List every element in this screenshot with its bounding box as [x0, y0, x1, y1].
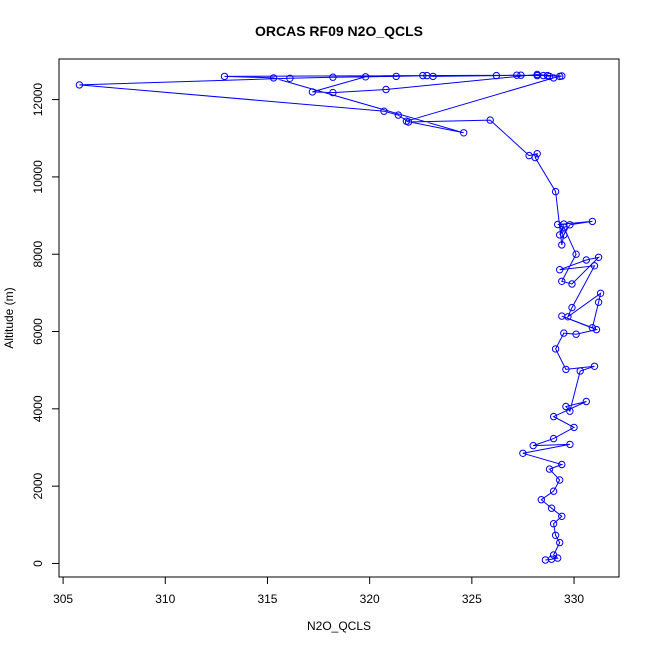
- data-point: [549, 487, 558, 495]
- data-point: [533, 150, 541, 158]
- data-point: [570, 423, 578, 432]
- data-point: [594, 253, 603, 261]
- y-tick-label: 0: [31, 560, 45, 567]
- data-point: [492, 71, 501, 80]
- data-point: [560, 329, 568, 337]
- plot-frame: [58, 58, 620, 578]
- chart-title: ORCAS RF09 N2O_QCLS: [255, 23, 423, 39]
- data-point: [545, 72, 554, 81]
- data-point: [558, 512, 566, 520]
- data-point: [556, 476, 564, 484]
- data-point: [568, 280, 576, 288]
- data-point: [549, 434, 558, 443]
- data-point: [572, 250, 580, 258]
- x-tick-label: 305: [53, 592, 73, 606]
- data-point: [329, 73, 337, 81]
- data-point: [572, 330, 580, 338]
- data-point: [558, 241, 566, 249]
- data-point: [566, 440, 574, 449]
- y-tick-label: 8000: [31, 241, 45, 268]
- data-point: [590, 262, 599, 270]
- data-point: [486, 116, 494, 124]
- data-point: [429, 72, 437, 81]
- x-tick-label: 330: [564, 592, 584, 606]
- data-point: [394, 111, 402, 119]
- data-point: [558, 277, 566, 285]
- y-tick-label: 10000: [31, 160, 45, 194]
- x-tick-label: 325: [462, 592, 482, 606]
- x-tick-label: 315: [257, 592, 277, 606]
- data-point: [419, 71, 427, 80]
- data-point: [551, 187, 560, 196]
- data-point: [588, 217, 597, 226]
- data-point: [460, 129, 468, 137]
- data-point: [545, 465, 554, 473]
- y-tick-label: 6000: [31, 318, 45, 345]
- data-point: [75, 81, 84, 89]
- data-point: [286, 74, 294, 83]
- data-point: [594, 298, 603, 306]
- data-point: [566, 407, 574, 415]
- data-point: [590, 362, 599, 370]
- data-point: [361, 73, 370, 81]
- data-point: [562, 365, 570, 374]
- x-axis-label: N2O_QCLS: [307, 619, 371, 633]
- x-tick-label: 320: [360, 592, 380, 606]
- data-point: [525, 151, 533, 160]
- data-point: [519, 449, 527, 457]
- data-point: [329, 88, 337, 97]
- data-point: [549, 551, 558, 559]
- data-point: [513, 71, 521, 79]
- data-point: [269, 74, 278, 82]
- series-layer: [75, 70, 605, 564]
- data-point: [588, 324, 597, 332]
- data-point: [592, 325, 601, 334]
- data-point: [549, 520, 558, 528]
- x-tick-label: 310: [155, 592, 175, 606]
- data-point: [582, 397, 590, 406]
- y-tick-label: 2000: [31, 472, 45, 499]
- data-point: [560, 231, 568, 239]
- data-point: [537, 496, 545, 504]
- data-point: [558, 460, 566, 469]
- data-point: [529, 441, 537, 450]
- data-point: [556, 231, 564, 239]
- data-point: [560, 223, 568, 231]
- data-point: [551, 345, 560, 353]
- data-point: [558, 72, 566, 80]
- data-point: [568, 303, 576, 312]
- data-point: [562, 402, 570, 411]
- data-point: [566, 221, 574, 229]
- data-point: [549, 74, 558, 82]
- data-point: [554, 220, 562, 229]
- y-axis-label: Altitude (m): [2, 287, 16, 348]
- data-point: [517, 71, 525, 79]
- data-point: [392, 72, 400, 81]
- data-point: [549, 412, 558, 421]
- data-point: [596, 289, 605, 297]
- data-point: [582, 256, 590, 264]
- data-point: [220, 72, 229, 81]
- data-point: [564, 313, 572, 321]
- data-point: [547, 504, 556, 512]
- data-point: [382, 85, 390, 94]
- series-line: [79, 73, 602, 561]
- data-point: [556, 266, 564, 274]
- data-point: [556, 538, 564, 547]
- data-point: [576, 367, 584, 375]
- y-axis: 0 2000 4000 6000 8000 10000 12000: [31, 83, 60, 567]
- x-axis: 305 310 315 320 325 330: [53, 576, 584, 606]
- data-point: [402, 117, 411, 125]
- y-tick-label: 12000: [31, 83, 45, 117]
- data-point: [551, 531, 560, 539]
- data-point: [308, 88, 317, 96]
- data-point: [380, 107, 388, 115]
- y-tick-label: 4000: [31, 395, 45, 422]
